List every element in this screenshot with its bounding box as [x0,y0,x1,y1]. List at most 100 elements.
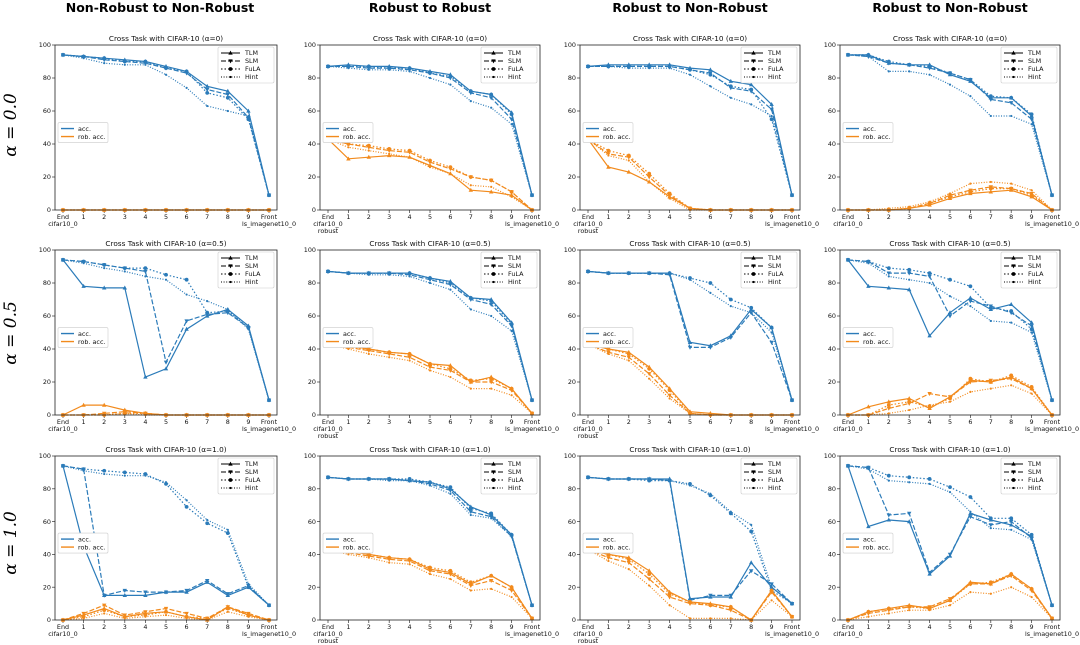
data-point [627,272,630,275]
legend-label: TLM [767,254,781,262]
data-point [1009,101,1014,106]
data-point [102,262,107,267]
data-point [428,76,432,80]
data-point [607,477,610,481]
data-point [648,67,651,70]
subplot-title: Cross Task with CIFAR-10 (α=0) [109,34,223,43]
data-point [667,591,672,596]
data-point [1010,182,1013,185]
legend-label: Hint [508,484,522,492]
data-point [770,599,773,602]
data-point [988,186,993,191]
legend-box [842,532,894,554]
x-tick-label: ls_imagenet10_0 [765,425,819,433]
data-point [769,107,774,112]
data-point [509,189,514,194]
data-point [606,350,611,355]
data-point [489,299,494,304]
legend-box [740,46,798,84]
data-point [81,402,86,407]
legend-metrics: acc.rob. acc. [842,327,894,348]
data-point [225,95,230,100]
y-tick-label: 100 [824,452,836,460]
data-point [267,399,271,402]
legend-marker [229,75,232,79]
y-tick-label: 0 [312,206,316,214]
subplot-4: Cross Task with CIFAR-10 (α=0) 0 20 40 60 80 1… [824,34,1079,228]
data-point [927,274,932,279]
data-point [887,70,890,73]
data-point [489,96,494,101]
legend-label: Hint [768,278,782,286]
data-point [728,78,733,83]
data-point [509,588,514,593]
data-point [886,473,891,478]
y-tick-label: 20 [308,583,316,591]
legend-marker [492,280,495,284]
x-tick-label: 4 [668,213,672,221]
data-point [867,55,870,58]
x-tick-label: 4 [668,418,672,426]
x-tick-label: 3 [647,418,651,426]
data-point [886,266,891,271]
data-point [61,258,65,261]
y-tick-label: 20 [828,583,836,591]
data-point [225,92,230,97]
legend-metrics: acc.rob. acc. [322,532,374,554]
series-line [327,343,533,414]
series-line [327,548,533,619]
data-point [206,300,209,303]
y-tick-label: 40 [568,345,576,353]
legend-marker [751,264,756,269]
x-tick-label: End [842,623,854,631]
data-point [1029,112,1034,117]
row-label-alpha-0: α = 0.0 [1,93,21,157]
legend-metrics: acc.rob. acc. [582,327,634,348]
data-point [626,352,631,356]
data-point [948,485,952,490]
data-point [247,615,250,618]
subplot-title: Cross Task with CIFAR-10 (α=0.5) [105,239,226,248]
series-line [327,343,533,414]
y-tick-label: 60 [308,518,316,526]
legend-label: FuLA [245,476,261,484]
x-tick-label: 6 [185,623,189,631]
data-point [184,504,189,509]
series-fula-rob-acc [846,186,1054,212]
x-tick-label: Front [784,418,801,426]
data-point [749,82,754,87]
x-tick-label: 5 [688,418,692,426]
data-point [907,604,912,609]
data-point [627,159,630,162]
data-point [687,345,693,350]
data-point [510,394,513,397]
data-point [185,86,188,89]
series-tlm-rob-acc [585,341,795,417]
x-tick-label: 7 [989,418,993,426]
legend-label: FuLA [768,65,784,73]
data-point [468,89,473,94]
x-tick-label: End [582,418,594,426]
legend-box [57,532,109,554]
data-point [469,308,472,311]
series-hint-rob-acc [326,548,534,620]
y-tick-label: 0 [312,616,316,624]
legend-label: TLM [507,49,521,57]
legend-metrics: acc.rob. acc. [57,327,109,348]
data-point [688,412,692,415]
y-tick-label: 20 [43,378,51,386]
x-tick-label: 3 [123,213,127,221]
data-point [606,148,611,153]
data-point [988,516,993,521]
data-point [928,482,931,485]
legend-label: TLM [507,254,521,262]
data-point [667,393,672,398]
series-line [587,138,792,211]
series-line [847,573,1053,621]
data-point [226,610,229,613]
x-tick-label: 3 [647,213,651,221]
data-point [226,109,229,113]
data-point [205,83,210,88]
data-point [448,568,453,573]
